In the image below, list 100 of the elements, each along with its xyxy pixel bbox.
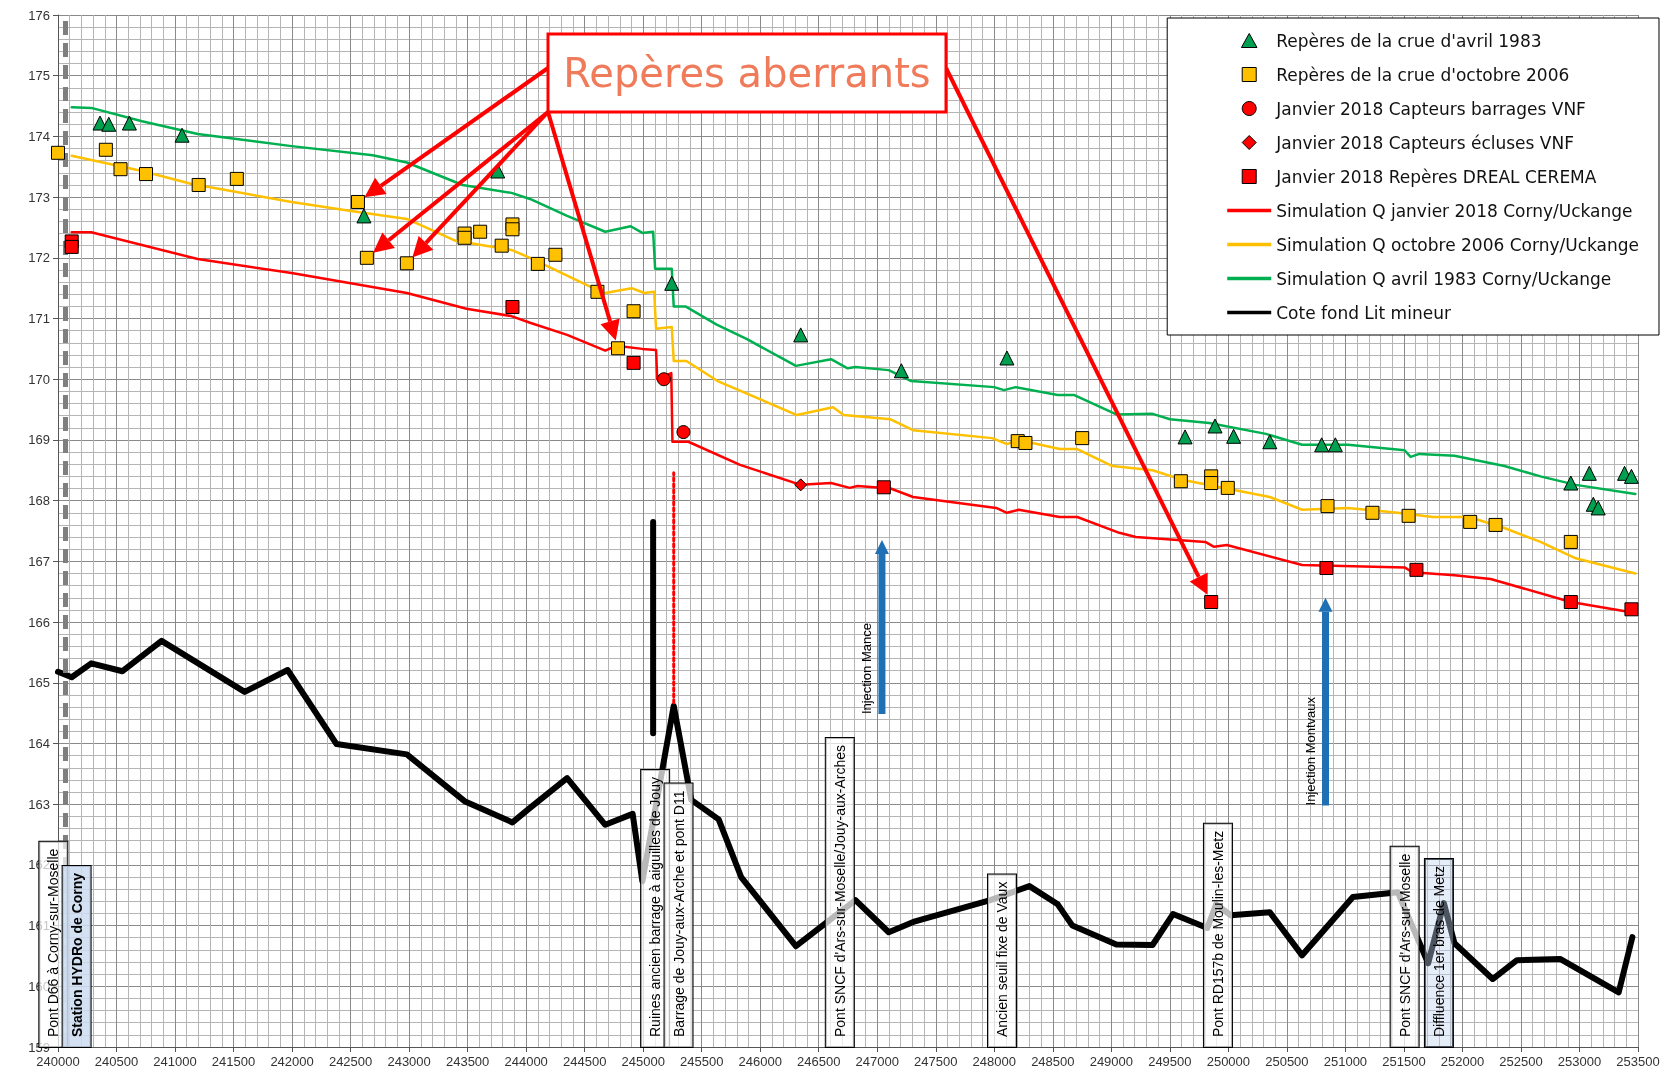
- x-tick-label: 253000: [1557, 1054, 1602, 1069]
- y-tick-label: 166: [28, 614, 50, 630]
- x-tick-label: 250000: [1206, 1054, 1251, 1069]
- point: [473, 224, 488, 239]
- y-tick-label: 167: [28, 553, 50, 569]
- point: [794, 478, 808, 492]
- point: [1207, 418, 1223, 434]
- legend-label: Cote fond Lit mineur: [1276, 302, 1451, 323]
- point: [1590, 500, 1606, 516]
- point: [191, 177, 206, 192]
- point: [1563, 534, 1578, 549]
- y-tick-label: 170: [28, 371, 50, 387]
- point: [359, 250, 374, 265]
- x-tick-label: 244500: [562, 1054, 607, 1069]
- y-tick-label: 176: [28, 7, 50, 23]
- point: [101, 116, 117, 132]
- annotation: Repères aberrants: [563, 50, 931, 96]
- x-tick-label: 246000: [738, 1054, 782, 1069]
- point: [356, 208, 372, 224]
- x-tick-label: 242000: [270, 1054, 314, 1069]
- y-tick-label: 169: [28, 432, 50, 448]
- legend-label: Janvier 2018 Repères DREAL CEREMA: [1275, 166, 1597, 187]
- x-tick-label: 241500: [211, 1054, 256, 1069]
- point: [1488, 517, 1503, 532]
- point: [893, 363, 909, 379]
- point: [1018, 435, 1033, 450]
- point: [1409, 562, 1424, 577]
- point: [1075, 431, 1090, 446]
- point: [505, 300, 520, 314]
- y-tick-label: 174: [28, 128, 50, 144]
- point: [1173, 474, 1188, 489]
- x-tick-label: 251000: [1323, 1054, 1368, 1069]
- point: [1563, 595, 1578, 610]
- point: [1204, 595, 1219, 610]
- point: [51, 145, 65, 160]
- annotation: Barrage de Jouy-aux-Arche et pont D11: [670, 790, 687, 1037]
- y-tick-label: 163: [28, 796, 50, 812]
- point: [174, 127, 190, 143]
- point: [656, 372, 671, 387]
- y-tick-label: 173: [28, 189, 50, 205]
- y-tick-label: 172: [28, 250, 50, 266]
- x-tick-label: 247000: [855, 1054, 899, 1069]
- legend-label: Repères de la crue d'avril 1983: [1276, 30, 1542, 51]
- y-tick-label: 164: [28, 735, 50, 751]
- x-tick-label: 246500: [797, 1054, 841, 1069]
- x-tick-label: 250500: [1265, 1054, 1309, 1069]
- annotation: Injection Mance: [858, 623, 874, 715]
- y-tick-label: 171: [28, 311, 50, 327]
- x-tick-label: 245500: [680, 1054, 724, 1069]
- x-tick-label: 252500: [1499, 1054, 1543, 1069]
- point: [121, 115, 137, 131]
- x-tick-label: 245000: [621, 1054, 665, 1069]
- point: [1226, 428, 1242, 444]
- x-tick-label: 248500: [1031, 1054, 1075, 1069]
- point: [1177, 429, 1193, 445]
- annotation: Station HYDRo de Corny: [68, 872, 85, 1037]
- y-tick-label: 168: [28, 493, 50, 509]
- point: [139, 167, 154, 182]
- x-tick-label: 249500: [1148, 1054, 1192, 1069]
- point: [1204, 476, 1219, 491]
- x-tick-label: 242500: [328, 1054, 373, 1069]
- x-tick-label: 251500: [1382, 1054, 1426, 1069]
- x-tick-label: 247500: [914, 1054, 958, 1069]
- legend-label: Janvier 2018 Capteurs écluses VNF: [1275, 132, 1574, 153]
- x-tick-label: 244000: [504, 1054, 548, 1069]
- legend-label: Janvier 2018 Capteurs barrages VNF: [1275, 98, 1586, 119]
- point: [1320, 499, 1335, 514]
- point: [548, 247, 563, 262]
- point: [505, 222, 520, 237]
- annotation: Injection Montvaux: [1302, 696, 1318, 806]
- annotation: Pont SNCF d'Ars-sur-Moselle/Jouy-aux-Arches: [831, 744, 848, 1037]
- x-tick-label: 243000: [387, 1054, 431, 1069]
- point: [1220, 480, 1235, 495]
- point: [98, 142, 113, 157]
- x-tick-label: 243500: [445, 1054, 490, 1069]
- point: [1624, 602, 1639, 617]
- point: [626, 304, 641, 319]
- point: [611, 341, 626, 356]
- point: [64, 239, 79, 254]
- annotation: Pont RD157b de Moulin-les-Metz: [1209, 830, 1226, 1037]
- x-tick-label: 252000: [1440, 1054, 1485, 1069]
- point: [676, 425, 691, 440]
- x-tick-label: 249000: [1089, 1054, 1134, 1069]
- point: [876, 480, 891, 495]
- y-tick-label: 165: [28, 675, 50, 691]
- point: [1365, 505, 1380, 520]
- point: [1563, 475, 1579, 491]
- y-tick-label: 175: [28, 68, 50, 84]
- x-tick-label: 248000: [972, 1054, 1016, 1069]
- annotation: Diffluence 1er bras de Metz: [1430, 866, 1447, 1037]
- point: [793, 327, 809, 343]
- point: [1262, 434, 1278, 450]
- annotation: Pont SNCF d'Ars-sur-Moselle: [1396, 853, 1413, 1037]
- point: [494, 238, 509, 253]
- legend-label: Repères de la crue d'octobre 2006: [1276, 64, 1570, 85]
- point: [1319, 561, 1334, 576]
- x-tick-label: 240500: [94, 1054, 139, 1069]
- point: [1327, 437, 1343, 453]
- annotation: Ruines ancien barrage à aiguilles de Jouy: [647, 777, 664, 1037]
- annotation: Ancien seuil fixe de Vaux: [994, 881, 1011, 1037]
